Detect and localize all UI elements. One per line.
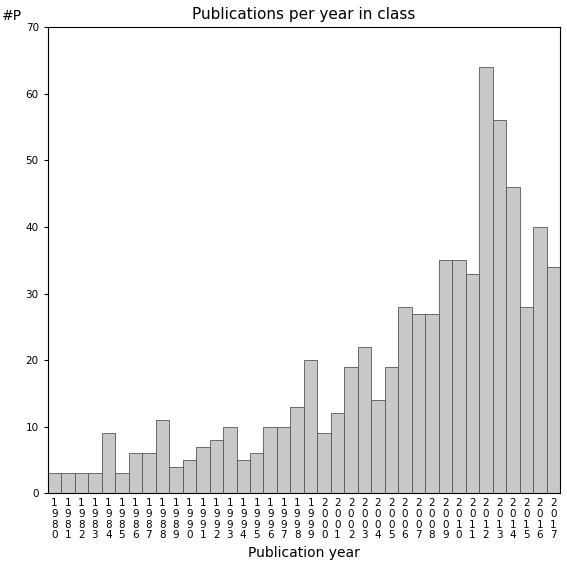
Bar: [331, 413, 344, 493]
Bar: [385, 367, 398, 493]
Bar: [479, 67, 493, 493]
Bar: [61, 473, 75, 493]
Bar: [223, 427, 236, 493]
Bar: [290, 407, 304, 493]
X-axis label: Publication year: Publication year: [248, 546, 360, 560]
Bar: [371, 400, 385, 493]
Bar: [75, 473, 88, 493]
Bar: [425, 314, 439, 493]
Bar: [439, 260, 452, 493]
Bar: [155, 420, 169, 493]
Bar: [101, 433, 115, 493]
Bar: [277, 427, 290, 493]
Bar: [412, 314, 425, 493]
Bar: [533, 227, 547, 493]
Bar: [129, 453, 142, 493]
Bar: [115, 473, 129, 493]
Bar: [236, 460, 250, 493]
Bar: [318, 433, 331, 493]
Bar: [398, 307, 412, 493]
Bar: [506, 187, 519, 493]
Bar: [250, 453, 264, 493]
Bar: [304, 360, 318, 493]
Bar: [169, 467, 183, 493]
Bar: [344, 367, 358, 493]
Title: Publications per year in class: Publications per year in class: [192, 7, 416, 22]
Bar: [452, 260, 466, 493]
Bar: [88, 473, 101, 493]
Bar: [358, 347, 371, 493]
Bar: [519, 307, 533, 493]
Bar: [210, 440, 223, 493]
Bar: [466, 273, 479, 493]
Bar: [196, 447, 210, 493]
Bar: [142, 453, 155, 493]
Bar: [48, 473, 61, 493]
Bar: [547, 267, 560, 493]
Bar: [493, 120, 506, 493]
Y-axis label: #P: #P: [2, 9, 22, 23]
Bar: [264, 427, 277, 493]
Bar: [183, 460, 196, 493]
